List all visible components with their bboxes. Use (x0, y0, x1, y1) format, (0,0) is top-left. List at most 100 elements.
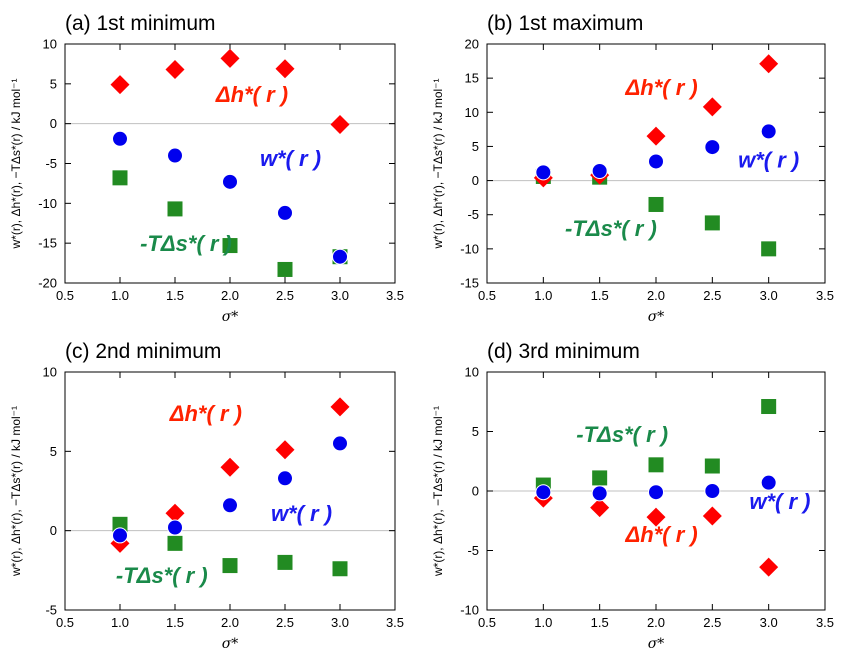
y-tick-label: -5 (45, 603, 57, 618)
y-tick-label: -15 (460, 276, 479, 291)
point-circle-3 (704, 483, 721, 499)
x-tick-label: 3.0 (331, 288, 349, 303)
y-tick-label: -15 (38, 236, 57, 251)
point-circle-4 (760, 123, 777, 140)
y-tick-label: 10 (43, 365, 57, 380)
point-square-4 (332, 561, 348, 577)
series-label-1: w*( r ) (749, 489, 810, 514)
y-tick-label: -10 (460, 603, 479, 618)
series-label-2: -TΔs*( r ) (576, 422, 668, 447)
y-axis-label: w*(r), Δh*(r), −TΔs*(r) / kJ mol⁻¹ (431, 406, 445, 577)
x-tick-label: 3.0 (760, 288, 778, 303)
point-diamond-4 (759, 557, 779, 577)
point-square-1 (167, 201, 183, 217)
y-axis-label: w*(r), Δh*(r), −TΔs*(r) / kJ mol⁻¹ (9, 78, 23, 249)
point-diamond-1 (165, 503, 185, 523)
panel-title: (b) 1st maximum (487, 12, 643, 35)
y-tick-label: -5 (45, 156, 57, 171)
x-axis-label: σ* (648, 636, 665, 652)
panel-3: 0.5 1.0 1.5 2.0 2.5 3.0 3.5 -10 -5 0 5 10 (d) 3rd mi… (431, 340, 834, 652)
point-circle-2 (648, 484, 664, 501)
point-circle-3 (277, 470, 293, 487)
y-tick-label: 5 (50, 76, 57, 91)
series-label-0: Δh*( r ) (625, 75, 698, 100)
panel-title: (d) 3rd minimum (487, 340, 640, 363)
x-tick-label: 2.5 (276, 288, 294, 303)
x-tick-label: 2.0 (221, 288, 239, 303)
point-diamond-0 (110, 75, 130, 95)
series-label-1: w*( r ) (738, 148, 799, 173)
x-tick-label: 2.0 (647, 288, 665, 303)
x-tick-label: 0.5 (478, 615, 496, 630)
point-diamond-2 (220, 457, 240, 477)
point-square-0 (112, 516, 128, 532)
point-diamond-1 (165, 59, 185, 79)
y-axis-label: w*(r), Δh*(r), −TΔs*(r) / kJ mol⁻¹ (431, 78, 445, 249)
x-tick-label: 3.5 (816, 288, 834, 303)
y-tick-label: -10 (460, 241, 479, 256)
y-tick-label: -20 (38, 276, 57, 291)
point-circle-2 (222, 173, 238, 190)
point-diamond-3 (702, 97, 722, 117)
x-tick-label: 1.5 (591, 288, 609, 303)
series-label-0: Δh*( r ) (169, 401, 242, 426)
point-square-0 (112, 170, 128, 186)
point-circle-4 (760, 474, 777, 491)
point-square-2 (648, 457, 664, 473)
point-circle-1 (591, 163, 608, 180)
point-circle-1 (167, 147, 183, 164)
point-circle-0 (112, 130, 128, 147)
point-diamond-2 (220, 48, 240, 68)
point-circle-4 (332, 248, 348, 265)
point-circle-0 (535, 484, 552, 501)
y-tick-label: 5 (472, 424, 479, 439)
point-square-2 (222, 238, 238, 254)
x-tick-label: 1.0 (111, 288, 129, 303)
y-tick-label: 20 (465, 37, 479, 52)
point-square-2 (648, 196, 664, 212)
series-label-0: Δh*( r ) (215, 82, 288, 107)
x-tick-label: 2.0 (647, 615, 665, 630)
point-square-4 (761, 241, 777, 257)
panel-0: 0.5 1.0 1.5 2.0 2.5 3.0 3.5 -20 -15 -10 -5 0 5 10 (a) … (9, 12, 404, 325)
x-tick-label: 0.5 (478, 288, 496, 303)
series-label-1: w*( r ) (271, 501, 332, 526)
point-square-3 (277, 554, 293, 570)
y-tick-label: 10 (465, 365, 479, 380)
panel-title: (c) 2nd minimum (65, 340, 221, 363)
point-circle-2 (648, 153, 664, 170)
x-axis-label: σ* (222, 636, 239, 652)
panel-2: 0.5 1.0 1.5 2.0 2.5 3.0 3.5 -5 0 5 10 (c) 2nd minim… (9, 340, 404, 652)
series-label-2: -TΔs*( r ) (116, 563, 208, 588)
x-tick-label: 1.0 (534, 615, 552, 630)
panel-1: 0.5 1.0 1.5 2.0 2.5 3.0 3.5 -15 -10 -5 0 5 10 15 20 (b)… (431, 12, 834, 325)
point-circle-1 (591, 485, 608, 502)
y-tick-label: 0 (472, 173, 479, 188)
series-label-2: -TΔs*( r ) (565, 216, 657, 241)
x-tick-label: 3.5 (386, 615, 404, 630)
point-diamond-4 (759, 54, 779, 74)
point-square-3 (277, 261, 293, 277)
point-square-2 (222, 558, 238, 574)
x-tick-label: 3.5 (386, 288, 404, 303)
point-diamond-4 (330, 114, 350, 134)
point-diamond-3 (275, 59, 295, 79)
point-circle-3 (277, 204, 293, 221)
y-tick-label: 0 (50, 116, 57, 131)
point-square-3 (704, 215, 720, 231)
x-tick-label: 1.0 (111, 615, 129, 630)
y-tick-label: 5 (472, 139, 479, 154)
point-circle-0 (535, 164, 552, 181)
point-circle-0 (112, 527, 128, 544)
series-label-2: -TΔs*( r ) (140, 231, 232, 256)
panel-title: (a) 1st minimum (65, 12, 216, 35)
point-diamond-2 (646, 507, 666, 527)
point-diamond-3 (702, 506, 722, 526)
point-diamond-4 (330, 397, 350, 417)
y-axis-label: w*(r), Δh*(r), −TΔs*(r) / kJ mol⁻¹ (9, 406, 23, 577)
point-square-1 (592, 470, 608, 486)
y-tick-label: 10 (465, 105, 479, 120)
x-tick-label: 1.0 (534, 288, 552, 303)
series-label-0: Δh*( r ) (625, 522, 698, 547)
